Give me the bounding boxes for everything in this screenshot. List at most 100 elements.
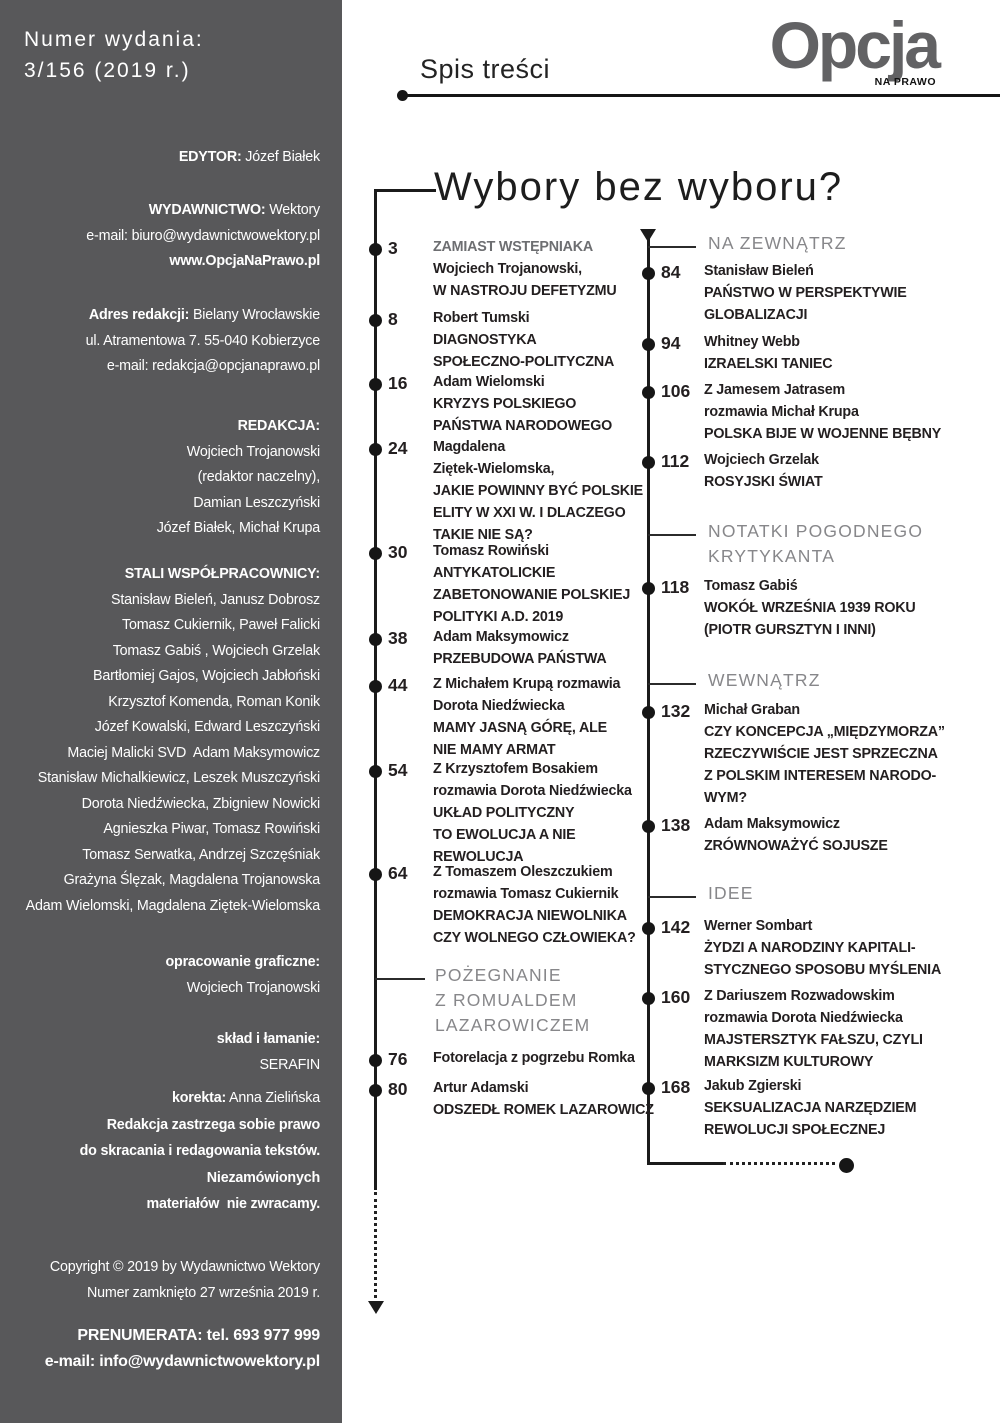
toc-page-number: 160 — [661, 987, 691, 1007]
toc-page-number: 30 — [388, 542, 408, 562]
toc-page-number: 84 — [661, 262, 681, 282]
toc-entry-line: Z Krzysztofem Bosakiem — [433, 761, 598, 777]
toc-entry-line: Ziętek-Wielomska, — [433, 461, 555, 477]
timeline-entry-dot — [368, 633, 382, 646]
sidebar-line: Copyright © 2019 by Wydawnictwo Wektory — [49, 1259, 320, 1275]
toc-entry-line: JAKIE POWINNY BYĆ POLSKIE — [433, 483, 644, 499]
timeline-entry-dot — [368, 443, 382, 456]
toc-entry: Z Dariuszem Rozwadowskim rozmawia Dorota … — [704, 985, 923, 1073]
logo-wordmark: Opcja — [769, 8, 941, 82]
toc-entry-line: REWOLUCJA — [433, 849, 524, 865]
toc-entry-line: Wojciech Grzelak — [704, 452, 819, 468]
toc-entry: Adam Maksymowicz ZRÓWNOWAŻYĆ SOJUSZE — [704, 813, 888, 857]
toc-entry-line: Z Michałem Krupą rozmawia — [433, 676, 621, 692]
toc-entry-line: ANTYKATOLICKIE — [433, 565, 556, 581]
sidebar-line: Wojciech Trojanowski — [186, 979, 320, 996]
sidebar-block: EDYTOR: Józef Białek — [8, 145, 320, 171]
toc-entry: Fotorelacja z pogrzebu Romka — [433, 1047, 635, 1069]
toc-section-label: WEWNĄTRZ — [708, 668, 821, 693]
magazine-logo: Opcja NA PRAWO — [742, 6, 941, 88]
timeline-entry-dot — [368, 765, 382, 778]
timeline-left-dotted — [374, 1192, 377, 1298]
toc-entry-line: Z POLSKIM INTERESEM NARODO- — [704, 768, 937, 784]
toc-entry-line: CZY WOLNEGO CZŁOWIEKA? — [433, 930, 636, 946]
sidebar-line: Grażyna Ślęzak, Magdalena Trojanowska — [63, 872, 321, 888]
toc-entry-line: ROSYJSKI ŚWIAT — [704, 474, 823, 490]
toc-entry-line: (PIOTR GURSZTYN I INNI) — [704, 622, 876, 638]
toc-entry-line: ZRÓWNOWAŻYĆ SOJUSZE — [704, 838, 888, 854]
sidebar-block: STALI WSPÓŁPRACOWNICY: Stanisław Bieleń, … — [8, 562, 321, 919]
toc-page-number: 64 — [388, 863, 408, 883]
toc-entry: Magdalena Ziętek-Wielomska, JAKIE POWINNY … — [433, 436, 643, 546]
toc-section-line: NOTATKI POGODNEGO — [708, 521, 924, 541]
toc-entry: Werner Sombart ŻYDZI A NARODZINY KAPITALI… — [704, 915, 941, 981]
sidebar-block: REDAKCJA: Wojciech Trojanowski (redaktor n… — [8, 414, 320, 542]
toc-page-number: 118 — [661, 577, 690, 597]
timeline-entry-dot — [368, 243, 382, 256]
toc-section-line: WEWNĄTRZ — [708, 670, 821, 690]
toc-section-line: Z ROMUALDEM — [435, 990, 578, 1010]
sidebar-line: WYDAWNICTWO: Wektory — [148, 202, 320, 218]
toc-entry-line: PRZEBUDOWA PAŃSTWA — [433, 651, 607, 667]
header-rule-dot — [397, 90, 408, 101]
sidebar-line: opracowanie graficzne: — [165, 954, 321, 970]
toc-page-number: 80 — [388, 1079, 408, 1099]
sidebar-line: materiałów nie zwracamy. — [146, 1196, 320, 1212]
toc-entry-line: Z Tomaszem Oleszczukiem — [433, 864, 613, 880]
toc-page-number: 54 — [388, 760, 408, 780]
timeline-entry-dot — [368, 378, 382, 391]
timeline-branch-line — [648, 246, 696, 248]
sidebar-line: Redakcja zastrzega sobie prawo — [106, 1116, 321, 1133]
sidebar-line: Adres redakcji: Bielany Wrocławskie — [88, 307, 320, 323]
timeline-left-corner — [374, 189, 436, 192]
toc-entry: ZAMIAST WSTĘPNIAKA Wojciech Trojanowski, W… — [433, 236, 617, 302]
timeline-entry-dot — [641, 582, 655, 595]
sidebar-line: Józef Białek, Michał Krupa — [156, 520, 320, 536]
toc-entry-line: rozmawia Dorota Niedźwiecka — [433, 783, 632, 799]
toc-entry-line: WYM? — [704, 790, 747, 806]
sidebar-line: Tomasz Serwatka, Andrzej Szczęśniak — [82, 846, 320, 863]
sidebar-block: korekta: Anna Zielińska Redakcja zastrzeg… — [8, 1085, 321, 1218]
toc-section-label: IDEE — [708, 881, 754, 906]
timeline-entry-dot — [641, 706, 655, 719]
section-heading: Wybory bez wyboru? — [434, 165, 844, 209]
issue-line2: 3/156 (2019 r.) — [24, 59, 191, 82]
timeline-branch-line — [648, 896, 696, 898]
timeline-right-line — [647, 237, 650, 1165]
toc-entry: Michał Graban CZY KONCEPCJA „MIĘDZYMORZA”… — [704, 699, 945, 809]
toc-entry-line: rozmawia Tomasz Cukiernik — [433, 886, 619, 902]
timeline-right-dotted — [723, 1162, 835, 1165]
timeline-entry-dot — [641, 992, 655, 1005]
sidebar-line-label: WYDAWNICTWO: — [148, 202, 266, 218]
toc-entry-line: ZAMIAST WSTĘPNIAKA — [433, 239, 594, 255]
toc-entry-line: Magdalena — [433, 439, 506, 455]
toc-section-label: NOTATKI POGODNEGO KRYTYKANTA — [708, 519, 923, 569]
timeline-entry-dot — [641, 386, 655, 399]
toc-page-number: 112 — [661, 451, 690, 471]
sidebar-line: Agnieszka Piwar, Tomasz Rowiński — [103, 821, 320, 837]
toc-entry-line: RZECZYWIŚCIE JEST SPRZECZNA — [704, 746, 938, 762]
sidebar-line-label: korekta: — [172, 1090, 227, 1106]
toc-entry-line: Dorota Niedźwiecka — [433, 698, 565, 714]
toc-entry-line: Werner Sombart — [704, 918, 813, 934]
toc-entry-line: POLITYKI A.D. 2019 — [433, 609, 564, 625]
toc-entry-line: Jakub Zgierski — [704, 1078, 802, 1094]
toc-entry-line: NIE MAMY ARMAT — [433, 742, 556, 758]
toc-entry-line: MAMY JASNĄ GÓRĘ, ALE — [433, 720, 607, 736]
toc-entry-line: STYCZNEGO SPOSOBU MYŚLENIA — [704, 962, 942, 978]
toc-page-number: 16 — [388, 373, 408, 393]
sidebar-block: Adres redakcji: Bielany Wrocławskie ul. A… — [8, 303, 321, 380]
sidebar-block: WYDAWNICTWO: Wektory e-mail: biuro@wydawn… — [8, 198, 320, 275]
toc-entry-line: POLSKA BIJE W WOJENNE BĘBNY — [704, 426, 942, 442]
toc-section-line: NA ZEWNĄTRZ — [708, 233, 847, 253]
sidebar-line: Stanisław Michalkiewicz, Leszek Muszczyń… — [37, 770, 320, 786]
toc-entry-line: SPOŁECZNO-POLITYCZNA — [433, 354, 615, 370]
sidebar-line: Wojciech Trojanowski — [186, 443, 320, 460]
sidebar-line: e-mail: redakcja@opcjanaprawo.pl — [106, 358, 320, 374]
toc-entry: Wojciech Grzelak ROSYJSKI ŚWIAT — [704, 449, 823, 493]
sidebar-line: do skracania i redagowania tekstów. — [79, 1143, 321, 1159]
toc-section-label: NA ZEWNĄTRZ — [708, 231, 847, 256]
toc-entry-line: ELITY W XXI W. I DLACZEGO — [433, 505, 626, 521]
toc-entry-line: Tomasz Rowiński — [433, 543, 549, 559]
